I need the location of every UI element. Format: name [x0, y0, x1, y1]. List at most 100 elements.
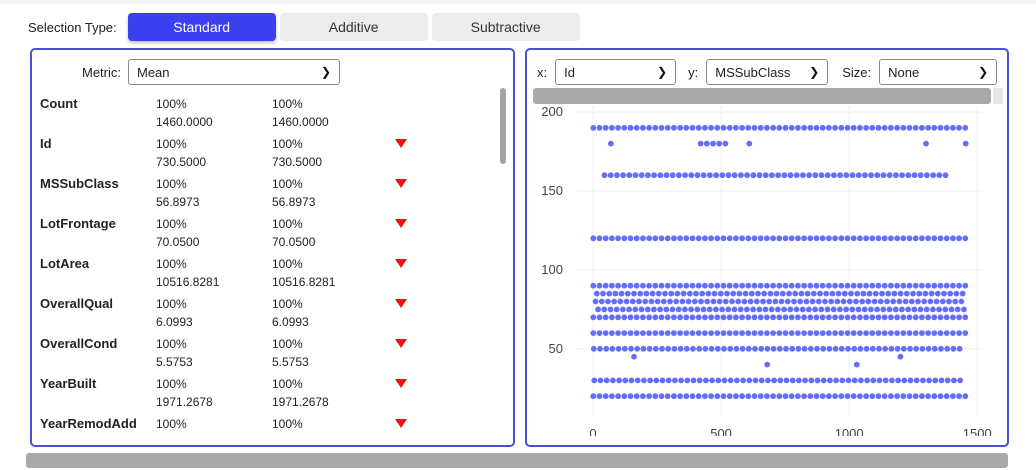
data-point	[845, 377, 852, 384]
chevron-down-icon: ❯	[978, 65, 989, 79]
stat-percent-selected: 100%	[156, 337, 187, 351]
data-point	[691, 298, 698, 305]
data-point	[705, 290, 712, 297]
data-point	[726, 330, 733, 336]
data-point	[652, 314, 659, 321]
stat-percent-selected: 100%	[156, 177, 187, 191]
stat-percent-selected: 100%	[156, 97, 187, 111]
data-point	[872, 290, 879, 297]
data-point	[799, 306, 806, 313]
data-point	[773, 290, 780, 297]
data-point	[590, 330, 597, 336]
data-point	[629, 298, 636, 305]
data-point	[844, 330, 851, 336]
data-point	[919, 282, 925, 289]
stat-value-total: 5.5753	[272, 355, 309, 369]
data-point	[733, 345, 740, 352]
data-point	[707, 172, 713, 179]
data-point	[652, 124, 659, 131]
x-axis-select[interactable]: Id ❯	[555, 59, 677, 85]
data-point	[801, 314, 807, 321]
data-point	[947, 290, 954, 297]
data-point	[653, 377, 660, 384]
data-point	[741, 298, 748, 305]
data-point	[620, 172, 626, 179]
data-point	[767, 290, 774, 297]
data-point	[826, 393, 832, 400]
data-point	[677, 330, 683, 336]
data-point	[745, 393, 752, 400]
data-point	[669, 306, 676, 313]
stat-value-selected: 6.0993	[156, 315, 193, 329]
data-point	[602, 330, 609, 336]
stats-scrollbar-thumb[interactable]	[500, 88, 506, 164]
data-point	[752, 377, 759, 384]
data-point	[675, 306, 682, 313]
data-point	[658, 330, 665, 336]
data-point	[592, 298, 599, 305]
data-point	[930, 172, 936, 179]
data-point	[956, 314, 962, 321]
data-point	[647, 377, 653, 384]
data-point	[902, 298, 909, 305]
metric-select[interactable]: Mean ❯	[128, 59, 340, 85]
data-point	[788, 330, 795, 336]
stat-value-total: 70.0500	[272, 235, 316, 249]
data-point	[703, 377, 709, 384]
data-point	[739, 282, 745, 289]
data-point	[679, 298, 686, 305]
data-point	[652, 282, 659, 289]
data-point	[727, 377, 734, 384]
data-point	[803, 298, 810, 305]
data-point	[703, 140, 710, 147]
data-point	[727, 345, 734, 352]
data-point	[776, 330, 783, 336]
data-point	[720, 235, 727, 242]
data-point	[881, 393, 888, 400]
data-point	[664, 393, 671, 400]
data-point	[926, 377, 932, 384]
stats-scrollbar[interactable]	[500, 86, 508, 432]
data-point	[826, 124, 832, 131]
data-point	[954, 306, 961, 313]
data-point	[888, 345, 895, 352]
data-point	[686, 290, 693, 297]
stat-name: YearRemodAdd	[40, 416, 137, 431]
axis-controls-scrollbar-thumb[interactable]	[533, 88, 991, 104]
stat-percent-total: 100%	[272, 297, 303, 311]
data-point	[950, 330, 956, 336]
data-point	[832, 345, 839, 352]
data-point	[807, 124, 814, 131]
data-point	[869, 393, 876, 400]
data-point	[694, 306, 701, 313]
y-axis-select[interactable]: MSSubClass ❯	[706, 59, 829, 85]
data-point	[631, 353, 637, 360]
data-point	[621, 235, 628, 242]
stats-list: Count 100% 1460.0000 100% 1460.0000 Id 100% 730…	[40, 94, 500, 445]
stat-value-selected: 5.5753	[156, 355, 193, 369]
data-point	[764, 330, 770, 336]
data-point	[788, 235, 795, 242]
data-point	[751, 393, 758, 400]
x-tick-label: 1000	[835, 426, 864, 436]
data-point	[683, 282, 690, 289]
data-point	[894, 282, 900, 289]
additive-button[interactable]: Additive	[279, 13, 428, 41]
scatter-plot[interactable]: 0 500 1000 1500 50 100 150 200	[527, 106, 1007, 436]
data-point	[671, 235, 677, 242]
selection-type-buttons: Standard Additive Subtractive	[127, 13, 580, 41]
data-point	[621, 124, 628, 131]
standard-button[interactable]: Standard	[127, 13, 276, 41]
axis-controls-scrollbar[interactable]	[533, 88, 1003, 104]
data-point	[609, 282, 615, 289]
data-point	[616, 377, 622, 384]
page-horizontal-scrollbar[interactable]	[26, 453, 1008, 468]
size-select[interactable]: None ❯	[879, 59, 998, 85]
stat-name: Id	[40, 136, 52, 151]
subtractive-button[interactable]: Subtractive	[431, 13, 580, 41]
data-point	[956, 235, 962, 242]
data-point	[771, 377, 777, 384]
data-point	[795, 393, 801, 400]
data-point	[933, 298, 940, 305]
data-point	[708, 282, 714, 289]
